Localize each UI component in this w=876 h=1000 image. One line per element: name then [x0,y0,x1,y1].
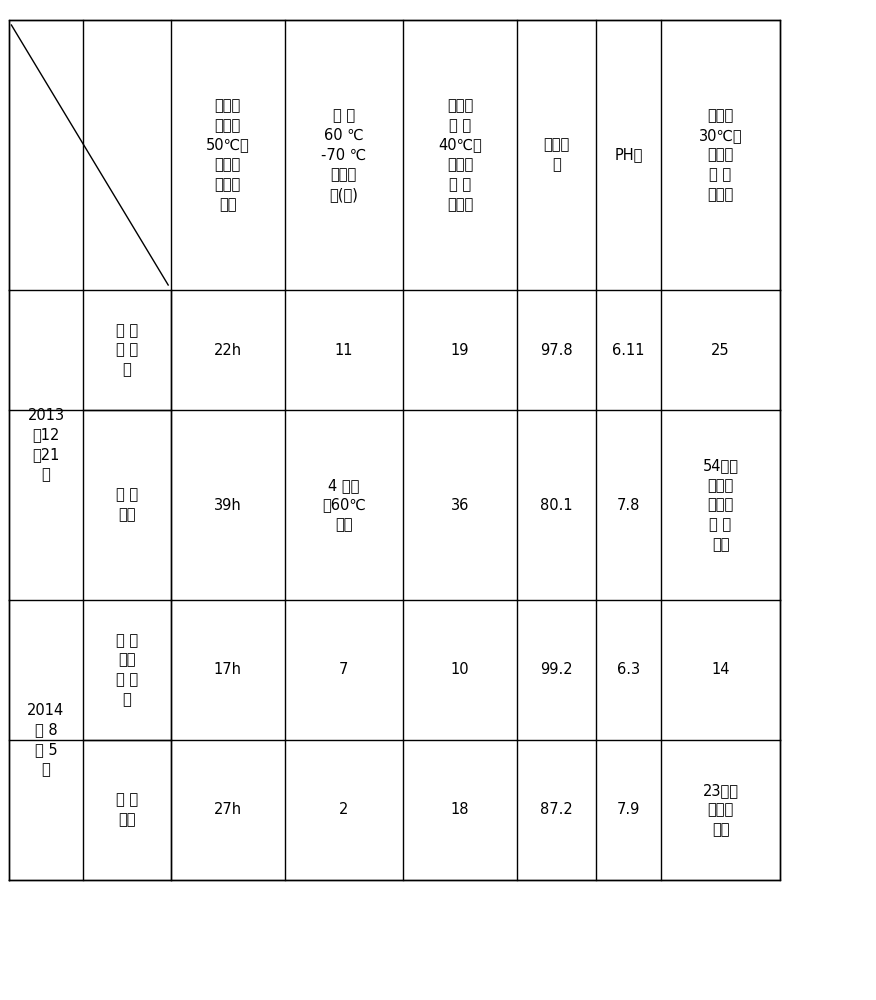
Text: 6.3: 6.3 [617,663,640,678]
Text: 97.8: 97.8 [540,343,573,358]
Text: 发芽指
数: 发芽指 数 [543,138,569,172]
Text: 2013
年12
月21
日: 2013 年12 月21 日 [27,408,65,482]
Text: 堆 温
60 ℃
-70 ℃
维持时
间(天): 堆 温 60 ℃ -70 ℃ 维持时 间(天) [321,108,366,202]
Text: 18: 18 [450,802,470,818]
Text: 7.9: 7.9 [617,802,640,818]
Text: 22h: 22h [214,343,242,358]
Text: 露 天
场地: 露 天 场地 [116,488,138,522]
Text: 4 天达
到60℃
以上: 4 天达 到60℃ 以上 [322,478,365,532]
Text: 87.2: 87.2 [540,802,573,818]
Text: 27h: 27h [214,802,242,818]
Text: 水份达
30℃以
下所需
时 间
（天）: 水份达 30℃以 下所需 时 间 （天） [699,108,742,202]
Text: 11: 11 [335,343,353,358]
Text: 99.2: 99.2 [540,663,573,678]
Text: 14: 14 [711,663,730,678]
Text: 39h: 39h [214,497,242,512]
Text: 堆温下
降 到
40℃以
下所需
时 间
（天）: 堆温下 降 到 40℃以 下所需 时 间 （天） [438,98,482,212]
Text: 54（受
低温两
雪影响
不 合
格）: 54（受 低温两 雪影响 不 合 格） [703,458,738,552]
Text: 17h: 17h [214,663,242,678]
Text: 7.8: 7.8 [617,497,640,512]
Text: PH值: PH值 [614,147,643,162]
Text: 露 天
场地: 露 天 场地 [116,793,138,827]
Text: 80.1: 80.1 [540,497,573,512]
Text: 23（受
两水影
响）: 23（受 两水影 响） [703,783,738,837]
Text: 7: 7 [339,663,349,678]
Text: 2014
年 8
月 5
日: 2014 年 8 月 5 日 [27,703,65,777]
Text: 连 栋
塑料
大 棚
内: 连 栋 塑料 大 棚 内 [116,633,138,707]
Text: 25: 25 [711,343,730,358]
Text: 2: 2 [339,802,349,818]
Text: 19: 19 [450,343,470,358]
Text: 连 栋
大 棚
内: 连 栋 大 棚 内 [116,323,138,377]
Text: 36: 36 [451,497,469,512]
Text: 6.11: 6.11 [612,343,645,358]
Text: 堆温上
升达到
50℃时
所需时
间（消
失）: 堆温上 升达到 50℃时 所需时 间（消 失） [206,98,250,212]
Text: 10: 10 [450,663,470,678]
